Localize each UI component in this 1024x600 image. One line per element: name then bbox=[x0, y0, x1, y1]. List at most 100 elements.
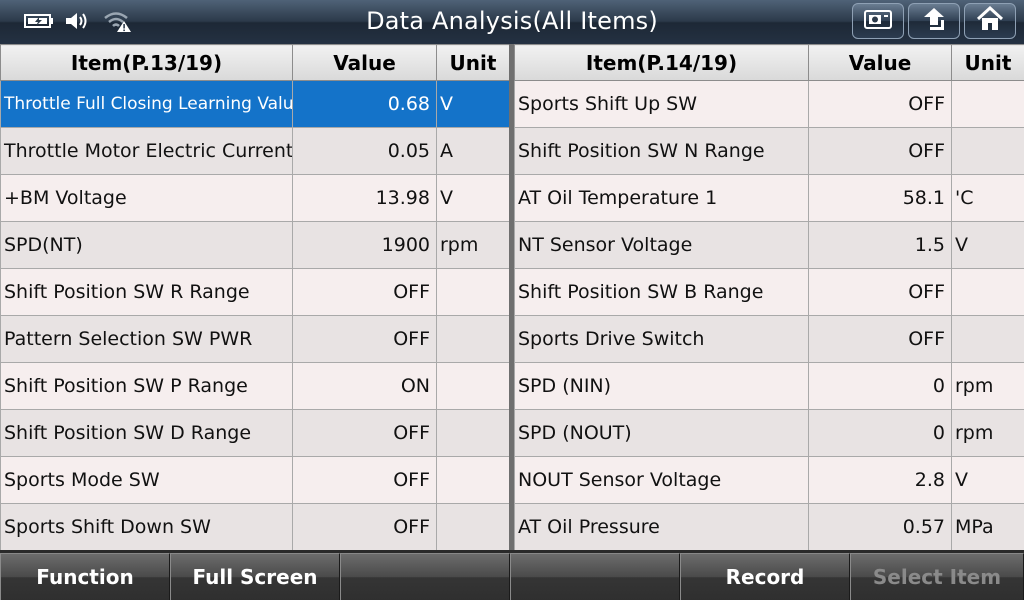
item-name: Shift Position SW D Range bbox=[0, 409, 293, 457]
table-row[interactable]: Shift Position SW B Range OFF bbox=[514, 268, 1024, 316]
table-row[interactable]: SPD (NIN) 0 rpm bbox=[514, 362, 1024, 410]
item-unit bbox=[436, 362, 510, 410]
item-value: OFF bbox=[292, 456, 437, 504]
item-unit bbox=[951, 80, 1024, 128]
home-button[interactable] bbox=[964, 3, 1016, 39]
item-value: OFF bbox=[808, 268, 952, 316]
data-table-left: Item(P.13/19) Value Unit Throttle Full C… bbox=[0, 44, 510, 551]
table-row[interactable]: AT Oil Temperature 1 58.1 'C bbox=[514, 174, 1024, 222]
title-bar: Data Analysis(All Items) bbox=[0, 0, 1024, 44]
item-name: Throttle Motor Electric Current bbox=[0, 127, 293, 175]
table-row[interactable]: NT Sensor Voltage 1.5 V bbox=[514, 221, 1024, 269]
column-header-value[interactable]: Value bbox=[292, 44, 437, 81]
screenshot-button[interactable] bbox=[852, 3, 904, 39]
back-button[interactable] bbox=[908, 3, 960, 39]
item-value: 0.57 bbox=[808, 503, 952, 551]
wifi-warning-icon bbox=[102, 9, 132, 33]
item-name: +BM Voltage bbox=[0, 174, 293, 222]
item-unit bbox=[951, 127, 1024, 175]
back-arrow-icon bbox=[920, 6, 948, 36]
item-unit: 'C bbox=[951, 174, 1024, 222]
item-unit: rpm bbox=[436, 221, 510, 269]
item-unit bbox=[436, 268, 510, 316]
data-table-right: Item(P.14/19) Value Unit Sports Shift Up… bbox=[514, 44, 1024, 551]
table-row[interactable]: Sports Drive Switch OFF bbox=[514, 315, 1024, 363]
table-row[interactable]: SPD (NOUT) 0 rpm bbox=[514, 409, 1024, 457]
item-name: AT Oil Pressure bbox=[514, 503, 809, 551]
item-name: Shift Position SW N Range bbox=[514, 127, 809, 175]
item-unit bbox=[436, 503, 510, 551]
top-buttons bbox=[852, 3, 1016, 39]
item-value: OFF bbox=[292, 409, 437, 457]
item-name: Sports Shift Down SW bbox=[0, 503, 293, 551]
home-icon bbox=[976, 5, 1004, 36]
item-unit bbox=[436, 456, 510, 504]
item-unit: V bbox=[951, 221, 1024, 269]
item-name: SPD (NIN) bbox=[514, 362, 809, 410]
item-value: 58.1 bbox=[808, 174, 952, 222]
bottom-toolbar: Function Full Screen Record Select Item bbox=[0, 550, 1024, 600]
status-icons bbox=[24, 8, 132, 34]
item-unit bbox=[951, 315, 1024, 363]
table-row[interactable]: NOUT Sensor Voltage 2.8 V bbox=[514, 456, 1024, 504]
table-row[interactable]: Throttle Full Closing Learning Value 0.68… bbox=[0, 80, 510, 128]
table-row[interactable]: SPD(NT) 1900 rpm bbox=[0, 221, 510, 269]
table-row[interactable]: AT Oil Pressure 0.57 MPa bbox=[514, 503, 1024, 551]
item-value: 0.05 bbox=[292, 127, 437, 175]
table-header-row: Item(P.14/19) Value Unit bbox=[514, 44, 1024, 81]
table-row[interactable]: Sports Shift Down SW OFF bbox=[0, 503, 510, 551]
item-name: NT Sensor Voltage bbox=[514, 221, 809, 269]
column-header-unit[interactable]: Unit bbox=[436, 44, 510, 81]
table-row[interactable]: Shift Position SW D Range OFF bbox=[0, 409, 510, 457]
table-row[interactable]: Throttle Motor Electric Current 0.05 A bbox=[0, 127, 510, 175]
table-row[interactable]: Shift Position SW N Range OFF bbox=[514, 127, 1024, 175]
item-value: 13.98 bbox=[292, 174, 437, 222]
table-row[interactable]: +BM Voltage 13.98 V bbox=[0, 174, 510, 222]
item-value: 2.8 bbox=[808, 456, 952, 504]
item-name: Throttle Full Closing Learning Value bbox=[0, 80, 293, 128]
column-header-unit[interactable]: Unit bbox=[951, 44, 1024, 81]
window-title: Data Analysis(All Items) bbox=[366, 7, 658, 35]
column-header-value[interactable]: Value bbox=[808, 44, 952, 81]
item-value: OFF bbox=[292, 503, 437, 551]
item-value: OFF bbox=[808, 80, 952, 128]
record-button[interactable]: Record bbox=[680, 553, 850, 600]
item-value: OFF bbox=[808, 315, 952, 363]
table-row[interactable]: Sports Mode SW OFF bbox=[0, 456, 510, 504]
empty-button-3[interactable] bbox=[340, 553, 510, 600]
item-name: SPD(NT) bbox=[0, 221, 293, 269]
table-row[interactable]: Shift Position SW R Range OFF bbox=[0, 268, 510, 316]
volume-icon bbox=[64, 10, 92, 32]
item-unit: V bbox=[436, 80, 510, 128]
column-header-item[interactable]: Item(P.14/19) bbox=[514, 44, 809, 81]
item-value: 1.5 bbox=[808, 221, 952, 269]
table-divider bbox=[509, 44, 514, 550]
table-row[interactable]: Pattern Selection SW PWR OFF bbox=[0, 315, 510, 363]
item-value: ON bbox=[292, 362, 437, 410]
full-screen-button[interactable]: Full Screen bbox=[170, 553, 340, 600]
item-unit: MPa bbox=[951, 503, 1024, 551]
table-row[interactable]: Sports Shift Up SW OFF bbox=[514, 80, 1024, 128]
item-unit bbox=[436, 409, 510, 457]
item-name: Shift Position SW R Range bbox=[0, 268, 293, 316]
column-header-item[interactable]: Item(P.13/19) bbox=[0, 44, 293, 81]
item-name: Shift Position SW B Range bbox=[514, 268, 809, 316]
item-name: NOUT Sensor Voltage bbox=[514, 456, 809, 504]
item-name: Sports Mode SW bbox=[0, 456, 293, 504]
item-value: OFF bbox=[292, 268, 437, 316]
item-name: SPD (NOUT) bbox=[514, 409, 809, 457]
empty-button-4[interactable] bbox=[510, 553, 680, 600]
item-unit: A bbox=[436, 127, 510, 175]
select-item-button[interactable]: Select Item bbox=[850, 553, 1024, 600]
screenshot-icon bbox=[863, 8, 893, 34]
item-unit bbox=[436, 315, 510, 363]
function-button[interactable]: Function bbox=[0, 553, 170, 600]
item-name: Pattern Selection SW PWR bbox=[0, 315, 293, 363]
table-row[interactable]: Shift Position SW P Range ON bbox=[0, 362, 510, 410]
item-unit: V bbox=[951, 456, 1024, 504]
item-name: Shift Position SW P Range bbox=[0, 362, 293, 410]
item-value: 0 bbox=[808, 362, 952, 410]
item-value: 1900 bbox=[292, 221, 437, 269]
item-unit: V bbox=[436, 174, 510, 222]
item-unit bbox=[951, 268, 1024, 316]
